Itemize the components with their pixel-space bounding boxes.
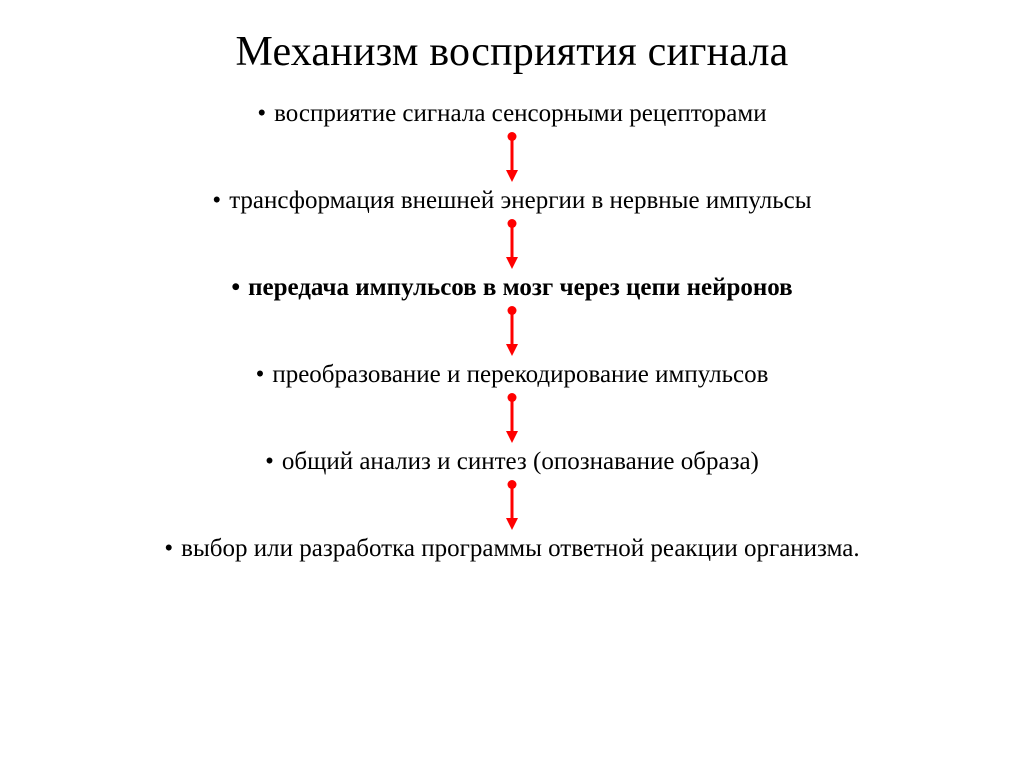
flow-step-text: • передача импульсов в мозг через цепи не… <box>231 272 792 304</box>
bullet-icon: • <box>265 446 274 478</box>
flow-step-text: • общий анализ и синтез (опознавание обра… <box>265 446 759 478</box>
step-label: передача импульсов в мозг через цепи ней… <box>248 274 793 301</box>
step-label: восприятие сигнала сенсорными рецепторам… <box>274 100 766 127</box>
step-label: преобразование и перекодирование импульс… <box>272 361 768 388</box>
down-arrow-icon <box>0 130 1024 185</box>
step-label: общий анализ и синтез (опознавание образ… <box>282 448 759 475</box>
flow-step-text: • выбор или разработка программы ответной… <box>164 533 859 565</box>
down-arrow-icon <box>0 217 1024 272</box>
down-arrow-icon <box>0 304 1024 359</box>
step-label: выбор или разработка программы ответной … <box>181 535 859 562</box>
bullet-icon: • <box>164 533 173 565</box>
flow-step: • общий анализ и синтез (опознавание обра… <box>0 446 1024 478</box>
bullet-icon: • <box>256 359 265 391</box>
flow-step: • трансформация внешней энергии в нервные… <box>0 185 1024 217</box>
flow-step-text: • преобразование и перекодирование импуль… <box>256 359 769 391</box>
flow-step: • передача импульсов в мозг через цепи не… <box>0 272 1024 304</box>
slide: Механизм восприятия сигнала • восприятие … <box>0 0 1024 767</box>
step-label: трансформация внешней энергии в нервные … <box>229 187 811 214</box>
flow-step-text: • восприятие сигнала сенсорными рецептора… <box>257 98 766 130</box>
flow-step-text: • трансформация внешней энергии в нервные… <box>212 185 811 217</box>
bullet-icon: • <box>257 98 266 130</box>
bullet-icon: • <box>212 185 221 217</box>
slide-title: Механизм восприятия сигнала <box>0 28 1024 76</box>
flow-step: • преобразование и перекодирование импуль… <box>0 359 1024 391</box>
flow-container: • восприятие сигнала сенсорными рецептора… <box>0 98 1024 565</box>
flow-step: • восприятие сигнала сенсорными рецептора… <box>0 98 1024 130</box>
down-arrow-icon <box>0 391 1024 446</box>
down-arrow-icon <box>0 478 1024 533</box>
flow-step: • выбор или разработка программы ответной… <box>0 533 1024 565</box>
bullet-icon: • <box>231 272 240 304</box>
